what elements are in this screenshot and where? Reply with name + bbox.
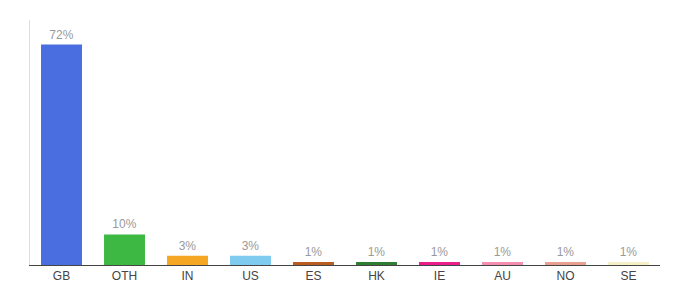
svg-text:3%: 3% bbox=[242, 239, 260, 253]
svg-text:IE: IE bbox=[434, 269, 445, 283]
svg-text:1%: 1% bbox=[620, 245, 638, 259]
svg-text:1%: 1% bbox=[305, 245, 323, 259]
svg-text:1%: 1% bbox=[494, 245, 512, 259]
svg-text:1%: 1% bbox=[368, 245, 386, 259]
svg-text:AU: AU bbox=[494, 269, 511, 283]
svg-text:72%: 72% bbox=[49, 28, 73, 42]
svg-text:IN: IN bbox=[182, 269, 194, 283]
svg-text:NO: NO bbox=[557, 269, 575, 283]
svg-text:3%: 3% bbox=[179, 239, 197, 253]
svg-text:ES: ES bbox=[305, 269, 321, 283]
svg-text:1%: 1% bbox=[431, 245, 449, 259]
svg-text:OTH: OTH bbox=[112, 269, 137, 283]
svg-text:US: US bbox=[242, 269, 259, 283]
svg-text:HK: HK bbox=[368, 269, 385, 283]
svg-text:1%: 1% bbox=[557, 245, 575, 259]
svg-text:10%: 10% bbox=[112, 217, 136, 231]
svg-text:SE: SE bbox=[620, 269, 636, 283]
svg-text:GB: GB bbox=[53, 269, 70, 283]
